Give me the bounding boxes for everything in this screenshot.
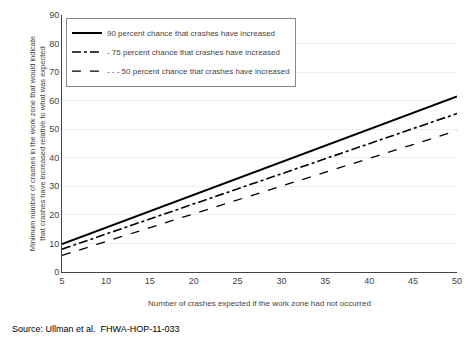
svg-text:90: 90 — [49, 10, 59, 20]
svg-text:45: 45 — [408, 276, 418, 286]
svg-text:70: 70 — [49, 67, 59, 77]
svg-text:Source: Ullman et al. FHWA-HO: Source: Ullman et al. FHWA-HOP-11-033 — [12, 324, 180, 334]
svg-text:20: 20 — [49, 210, 59, 220]
svg-text:90 percent chance that crashes: 90 percent chance that crashes have incr… — [107, 29, 275, 38]
svg-text:60: 60 — [49, 96, 59, 106]
svg-text:Number of crashes expected if: Number of crashes expected if the work z… — [148, 299, 371, 308]
svg-text:25: 25 — [233, 276, 243, 286]
svg-text:35: 35 — [320, 276, 330, 286]
svg-text:- - - 50 percent chance that c: - - - 50 percent chance that crashes hav… — [107, 67, 290, 76]
svg-text:40: 40 — [364, 276, 374, 286]
svg-text:10: 10 — [49, 239, 59, 249]
svg-text:30: 30 — [276, 276, 286, 286]
svg-text:5: 5 — [59, 276, 64, 286]
svg-text:40: 40 — [49, 153, 59, 163]
svg-text:0: 0 — [54, 267, 59, 277]
svg-text:10: 10 — [101, 276, 111, 286]
svg-text:30: 30 — [49, 181, 59, 191]
svg-text:Minimum number of crashes in t: Minimum number of crashes in the work zo… — [28, 36, 47, 252]
svg-text:50: 50 — [49, 124, 59, 134]
svg-text:- 75 percent chance that crash: - 75 percent chance that crashes have in… — [107, 48, 280, 57]
svg-text:15: 15 — [145, 276, 155, 286]
svg-text:80: 80 — [49, 39, 59, 49]
svg-text:20: 20 — [189, 276, 199, 286]
svg-text:50: 50 — [452, 276, 462, 286]
